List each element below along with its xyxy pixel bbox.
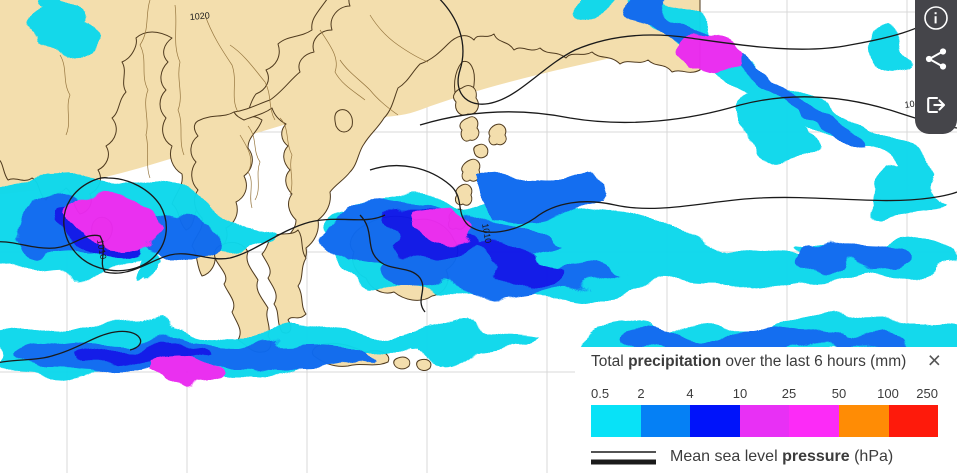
svg-text:1020: 1020 bbox=[189, 10, 210, 22]
